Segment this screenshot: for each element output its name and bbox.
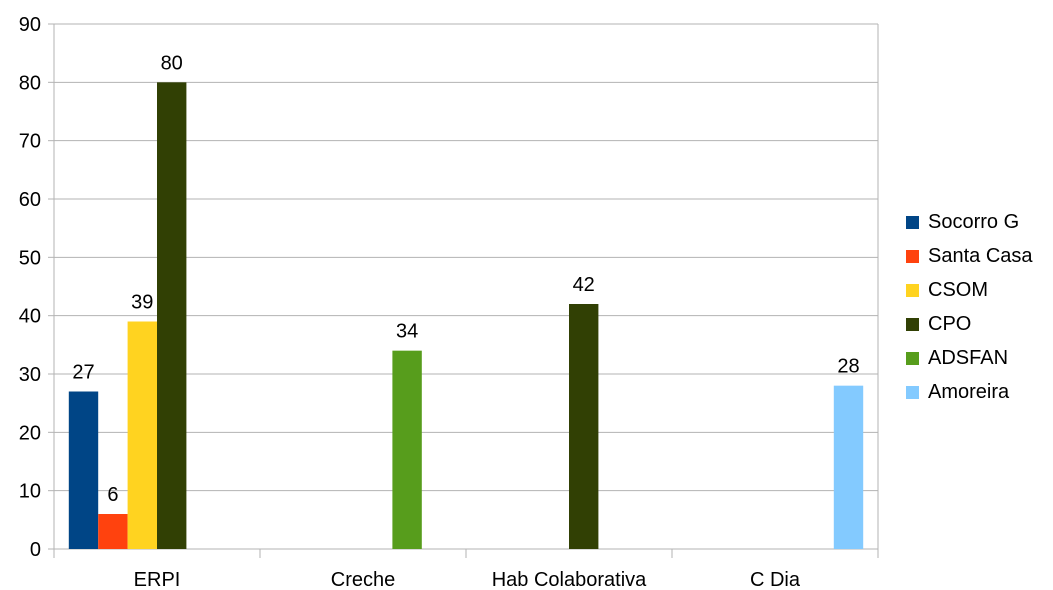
y-tick-label-80: 80 (19, 72, 41, 94)
y-tick-label-50: 50 (19, 247, 41, 269)
x-tick-label-creche: Creche (331, 569, 395, 590)
data-label-cpo-hab-colaborativa: 42 (573, 274, 595, 296)
data-label-amoreira-c-dia: 28 (837, 356, 859, 378)
legend-swatch-adsfan (906, 351, 919, 365)
y-tick-label-40: 40 (19, 306, 41, 328)
legend: Socorro G Santa Casa CSOM CPO ADSFAN Amo… (906, 205, 1033, 409)
y-tick-label-0: 0 (30, 539, 41, 561)
bar-cpo-hab-colaborativa (569, 304, 599, 549)
legend-item-cpo: CPO (906, 307, 1033, 341)
legend-swatch-santa-casa (906, 249, 919, 263)
y-tick-label-60: 60 (19, 189, 41, 211)
y-tick-label-30: 30 (19, 364, 41, 386)
bar-amoreira-c-dia (833, 385, 864, 549)
legend-swatch-cpo (906, 317, 919, 331)
data-label-csom-erpi: 39 (131, 292, 153, 314)
legend-label-amoreira: Amoreira (928, 380, 1010, 403)
y-tick-label-20: 20 (19, 422, 41, 444)
legend-item-santa-casa: Santa Casa (906, 239, 1033, 273)
legend-item-socorro-g: Socorro G (906, 205, 1033, 239)
data-label-cpo-erpi: 80 (161, 52, 183, 74)
legend-swatch-csom (906, 283, 919, 297)
legend-item-csom: CSOM (906, 273, 1033, 307)
data-label-santa-casa-erpi: 6 (107, 484, 118, 506)
legend-item-amoreira: Amoreira (906, 375, 1033, 409)
data-label-adsfan-creche: 34 (396, 321, 418, 343)
legend-swatch-amoreira (906, 385, 919, 399)
x-tick-label-hab-colaborativa: Hab Colaborativa (492, 569, 647, 590)
x-tick-label-erpi: ERPI (134, 569, 181, 590)
legend-item-adsfan: ADSFAN (906, 341, 1033, 375)
bar-adsfan-creche (392, 350, 422, 549)
legend-label-santa-casa: Santa Casa (928, 244, 1033, 267)
bar-cpo-erpi (157, 82, 187, 549)
legend-swatch-socorro-g (906, 215, 919, 229)
legend-label-cpo: CPO (928, 312, 972, 335)
legend-label-csom: CSOM (928, 278, 988, 301)
legend-label-socorro-g: Socorro G (928, 210, 1020, 233)
y-tick-label-90: 90 (19, 14, 41, 36)
x-tick-label-c-dia: C Dia (750, 569, 801, 590)
y-tick-label-70: 70 (19, 131, 41, 153)
data-label-socorro-g-erpi: 27 (72, 362, 94, 384)
bar-csom-erpi (127, 321, 157, 549)
y-tick-label-10: 10 (19, 481, 41, 503)
bar-santa-casa-erpi (98, 514, 128, 549)
bar-socorro-g-erpi (68, 391, 99, 549)
legend-label-adsfan: ADSFAN (928, 346, 1009, 369)
